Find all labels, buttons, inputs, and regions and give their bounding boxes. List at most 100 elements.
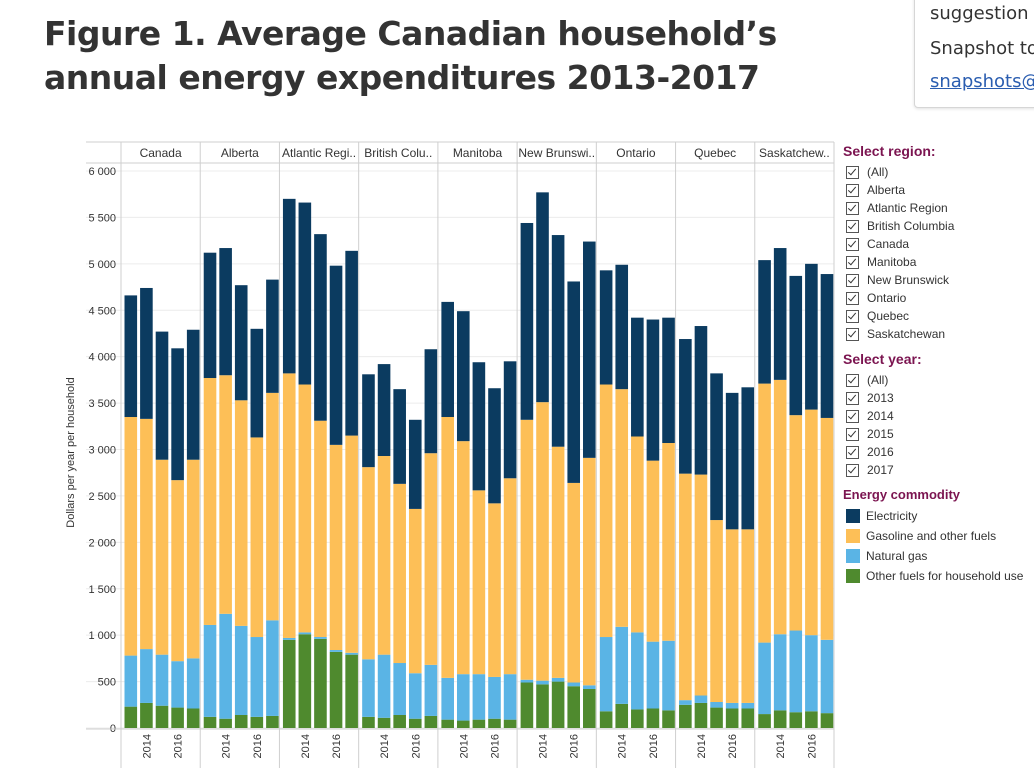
region-option-ontario[interactable]: Ontario bbox=[842, 289, 1034, 307]
bar-segment-gasoline-and-other-fuels bbox=[725, 529, 739, 703]
bar-segment-gasoline-and-other-fuels bbox=[298, 384, 312, 633]
bar-segment-natural-gas bbox=[789, 630, 803, 713]
checkbox-checked-icon[interactable] bbox=[846, 291, 859, 305]
bar-segment-electricity bbox=[773, 248, 787, 380]
bar-segment-electricity bbox=[424, 349, 438, 454]
y-tick-label: 6 000 bbox=[88, 166, 116, 178]
bar-segment-natural-gas bbox=[377, 654, 391, 718]
region-option-new-brunswick[interactable]: New Brunswick bbox=[842, 271, 1034, 289]
checkbox-checked-icon[interactable] bbox=[846, 327, 859, 341]
bar-segment-other-fuels-for-household-use bbox=[155, 705, 169, 728]
bar-segment-electricity bbox=[488, 388, 501, 504]
checkbox-checked-icon[interactable] bbox=[846, 219, 859, 233]
bar-segment-natural-gas bbox=[298, 632, 312, 635]
bar-segment-natural-gas bbox=[679, 700, 692, 705]
bar-segment-natural-gas bbox=[662, 640, 675, 711]
y-tick-label: 1 500 bbox=[88, 584, 116, 596]
bar-segment-electricity bbox=[758, 260, 771, 384]
checkbox-checked-icon[interactable] bbox=[846, 201, 859, 215]
bar-segment-natural-gas bbox=[329, 650, 343, 652]
bar-segment-electricity bbox=[725, 392, 739, 530]
bar-segment-gasoline-and-other-fuels bbox=[662, 443, 675, 641]
year-option-2014[interactable]: 2014 bbox=[842, 407, 1034, 425]
bar-segment-other-fuels-for-household-use bbox=[725, 708, 739, 728]
region-option-canada[interactable]: Canada bbox=[842, 235, 1034, 253]
bar-segment-gasoline-and-other-fuels bbox=[503, 478, 517, 675]
bar-segment-gasoline-and-other-fuels bbox=[536, 402, 549, 681]
region-option-quebec[interactable]: Quebec bbox=[842, 307, 1034, 325]
legend-item-natural-gas[interactable]: Natural gas bbox=[842, 546, 1034, 566]
y-tick-label: 4 000 bbox=[88, 352, 116, 364]
bar-segment-other-fuels-for-household-use bbox=[377, 717, 391, 728]
bar-segment-gasoline-and-other-fuels bbox=[203, 378, 217, 625]
checkbox-checked-icon[interactable] bbox=[846, 273, 859, 287]
y-tick-label: 3 500 bbox=[88, 398, 116, 410]
year-option-2016[interactable]: 2016 bbox=[842, 443, 1034, 461]
checkbox-checked-icon[interactable] bbox=[846, 409, 859, 423]
legend-item-gasoline-and-other-fuels[interactable]: Gasoline and other fuels bbox=[842, 526, 1034, 546]
legend-label: Electricity bbox=[866, 509, 918, 523]
bar-segment-gasoline-and-other-fuels bbox=[408, 508, 422, 674]
checkbox-checked-icon[interactable] bbox=[846, 309, 859, 323]
bar-segment-electricity bbox=[377, 364, 391, 456]
bar-segment-natural-gas bbox=[741, 702, 755, 709]
checkbox-checked-icon[interactable] bbox=[846, 237, 859, 251]
y-tick-label: 500 bbox=[98, 677, 116, 689]
bar-segment-electricity bbox=[282, 198, 296, 374]
bar-segment-electricity bbox=[536, 192, 549, 403]
bar-segment-electricity bbox=[124, 295, 138, 418]
checkbox-checked-icon[interactable] bbox=[846, 391, 859, 405]
bar-segment-other-fuels-for-household-use bbox=[758, 714, 771, 728]
contact-text-line-1: suggestion bbox=[930, 3, 1029, 24]
region-option-alberta[interactable]: Alberta bbox=[842, 181, 1034, 199]
y-tick-label: 2 500 bbox=[88, 491, 116, 503]
checkbox-checked-icon[interactable] bbox=[846, 463, 859, 477]
bar-segment-electricity bbox=[694, 326, 708, 475]
panel-header-canada: Canada bbox=[140, 146, 182, 160]
bar-segment-electricity bbox=[234, 285, 248, 401]
x-tick-label: 2014 bbox=[617, 734, 629, 758]
contact-email-link[interactable]: snapshots@ bbox=[930, 71, 1034, 92]
y-tick-label: 4 500 bbox=[88, 305, 116, 317]
bar-segment-gasoline-and-other-fuels bbox=[377, 455, 391, 655]
year-option-2015[interactable]: 2015 bbox=[842, 425, 1034, 443]
region-option-manitoba[interactable]: Manitoba bbox=[842, 253, 1034, 271]
x-tick-label: 2014 bbox=[221, 734, 233, 758]
legend-swatch bbox=[846, 509, 860, 523]
region-filter-title: Select region: bbox=[843, 143, 936, 159]
year-option-2013[interactable]: 2013 bbox=[842, 389, 1034, 407]
panel-header-manitoba: Manitoba bbox=[453, 146, 503, 160]
checkbox-checked-icon[interactable] bbox=[846, 183, 859, 197]
checkbox-checked-icon[interactable] bbox=[846, 445, 859, 459]
bar-segment-natural-gas bbox=[710, 702, 723, 708]
bar-segment-gasoline-and-other-fuels bbox=[615, 389, 629, 627]
bar-segment-gasoline-and-other-fuels bbox=[186, 459, 200, 659]
region-option-atlantic-region[interactable]: Atlantic Region bbox=[842, 199, 1034, 217]
bar-segment-other-fuels-for-household-use bbox=[536, 684, 549, 728]
bar-segment-other-fuels-for-household-use bbox=[441, 719, 454, 728]
bar-segment-electricity bbox=[140, 287, 153, 419]
checkbox-checked-icon[interactable] bbox=[846, 165, 859, 179]
bar-segment-gasoline-and-other-fuels bbox=[551, 446, 565, 678]
bar-segment-natural-gas bbox=[362, 659, 375, 717]
checkbox-checked-icon[interactable] bbox=[846, 427, 859, 441]
bar-segment-natural-gas bbox=[171, 661, 184, 708]
year-option-2017[interactable]: 2017 bbox=[842, 461, 1034, 479]
bar-segment-electricity bbox=[710, 373, 723, 521]
checkbox-checked-icon[interactable] bbox=[846, 255, 859, 269]
legend-item-electricity[interactable]: Electricity bbox=[842, 506, 1034, 526]
x-tick-label: 2014 bbox=[775, 734, 787, 758]
bar-segment-natural-gas bbox=[234, 625, 248, 716]
bar-segment-electricity bbox=[741, 387, 755, 530]
checkbox-checked-icon[interactable] bbox=[846, 373, 859, 387]
bar-segment-natural-gas bbox=[536, 680, 549, 685]
year-option-all[interactable]: (All) bbox=[842, 371, 1034, 389]
legend-item-other-fuels-for-household-use[interactable]: Other fuels for household use bbox=[842, 566, 1034, 586]
region-option-saskatchewan[interactable]: Saskatchewan bbox=[842, 325, 1034, 343]
bar-segment-electricity bbox=[345, 250, 358, 436]
x-tick-label: 2016 bbox=[648, 734, 660, 758]
region-option-all[interactable]: (All) bbox=[842, 163, 1034, 181]
bar-segment-other-fuels-for-household-use bbox=[282, 639, 296, 728]
region-option-british-columbia[interactable]: British Columbia bbox=[842, 217, 1034, 235]
bar-segment-gasoline-and-other-fuels bbox=[567, 482, 581, 683]
